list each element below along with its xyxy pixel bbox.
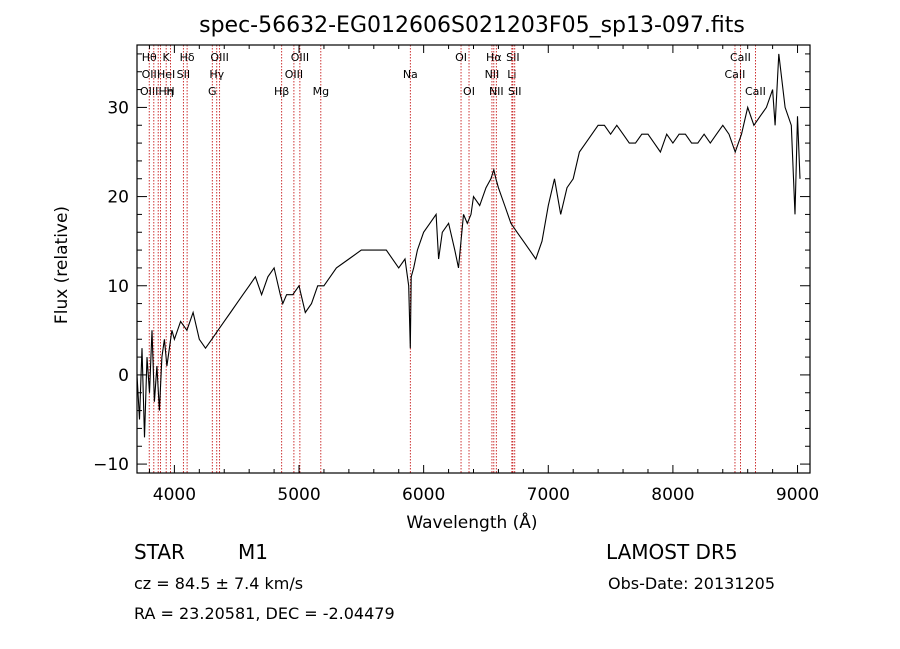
- x-tick-label: 5000: [277, 485, 320, 505]
- line-marker-label: G: [208, 85, 217, 98]
- line-marker-label: CaII: [730, 51, 751, 64]
- x-tick-label: 8000: [651, 485, 694, 505]
- line-markers: HθOIIOIIIKHeIHηHSIIHδGHγOIIIHβOIIIOIIIMg…: [140, 45, 766, 473]
- line-marker-label: NII: [489, 85, 504, 98]
- line-marker-label: Hγ: [209, 68, 224, 81]
- x-tick-label: 7000: [527, 485, 570, 505]
- line-marker-label: OI: [463, 85, 475, 98]
- line-marker-label: K: [163, 51, 171, 64]
- line-marker-label: Li: [507, 68, 516, 81]
- line-marker-label: OIII: [291, 51, 309, 64]
- y-axis-label: Flux (relative): [52, 206, 72, 324]
- line-marker-label: CaII: [745, 85, 766, 98]
- line-marker-label: SII: [177, 68, 190, 81]
- line-marker-label: OIII: [210, 51, 228, 64]
- x-tick-label: 6000: [402, 485, 445, 505]
- line-marker-label: Hη: [159, 85, 174, 98]
- y-tick-label: 30: [107, 98, 129, 118]
- line-marker-label: CaII: [725, 68, 746, 81]
- line-marker-label: NII: [485, 68, 500, 81]
- chart-title: spec-56632-EG012606S021203F05_sp13-097.f…: [199, 13, 745, 38]
- line-marker-label: SII: [506, 51, 519, 64]
- line-marker-label: OIII: [140, 85, 158, 98]
- line-marker-label: Hα: [486, 51, 502, 64]
- x-tick-label: 4000: [153, 485, 196, 505]
- redshift-info: cz = 84.5 ± 7.4 km/s: [134, 574, 304, 593]
- x-tick-label: 9000: [776, 485, 819, 505]
- line-marker-label: OIII: [285, 68, 303, 81]
- object-class: STAR: [134, 540, 185, 564]
- line-marker-label: Na: [403, 68, 418, 81]
- y-axis-ticks: −10 0 10 20 30: [93, 53, 810, 475]
- line-marker-label: Hδ: [180, 51, 195, 64]
- line-marker-label: Mg: [313, 85, 329, 98]
- y-tick-label: −10: [93, 455, 129, 475]
- x-axis-label: Wavelength (Å): [406, 511, 537, 533]
- line-marker-label: OI: [455, 51, 467, 64]
- line-marker-label: H: [166, 85, 174, 98]
- y-tick-label: 0: [118, 366, 129, 386]
- spectrum-line: [136, 53, 801, 438]
- y-tick-label: 20: [107, 188, 129, 208]
- line-marker-label: OII: [142, 68, 157, 81]
- obs-date: Obs-Date: 20131205: [608, 574, 776, 593]
- line-marker-label: Hβ: [274, 85, 289, 98]
- survey-name: LAMOST DR5: [606, 540, 738, 564]
- y-tick-label: 10: [107, 277, 129, 297]
- line-marker-label: HeI: [157, 68, 175, 81]
- plot-frame: [136, 44, 811, 474]
- object-subclass: M1: [238, 540, 268, 564]
- line-marker-label: SII: [508, 85, 521, 98]
- ra-dec: RA = 23.20581, DEC = -2.04479: [134, 604, 395, 623]
- line-marker-label: Hθ: [142, 51, 157, 64]
- x-axis-ticks: 4000 5000 6000 7000 8000 9000: [148, 45, 819, 505]
